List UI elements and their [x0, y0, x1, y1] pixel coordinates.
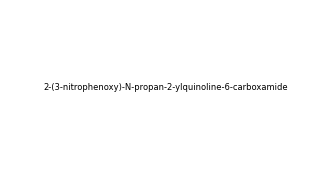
Text: 2-(3-nitrophenoxy)-N-propan-2-ylquinoline-6-carboxamide: 2-(3-nitrophenoxy)-N-propan-2-ylquinolin… — [44, 83, 288, 92]
